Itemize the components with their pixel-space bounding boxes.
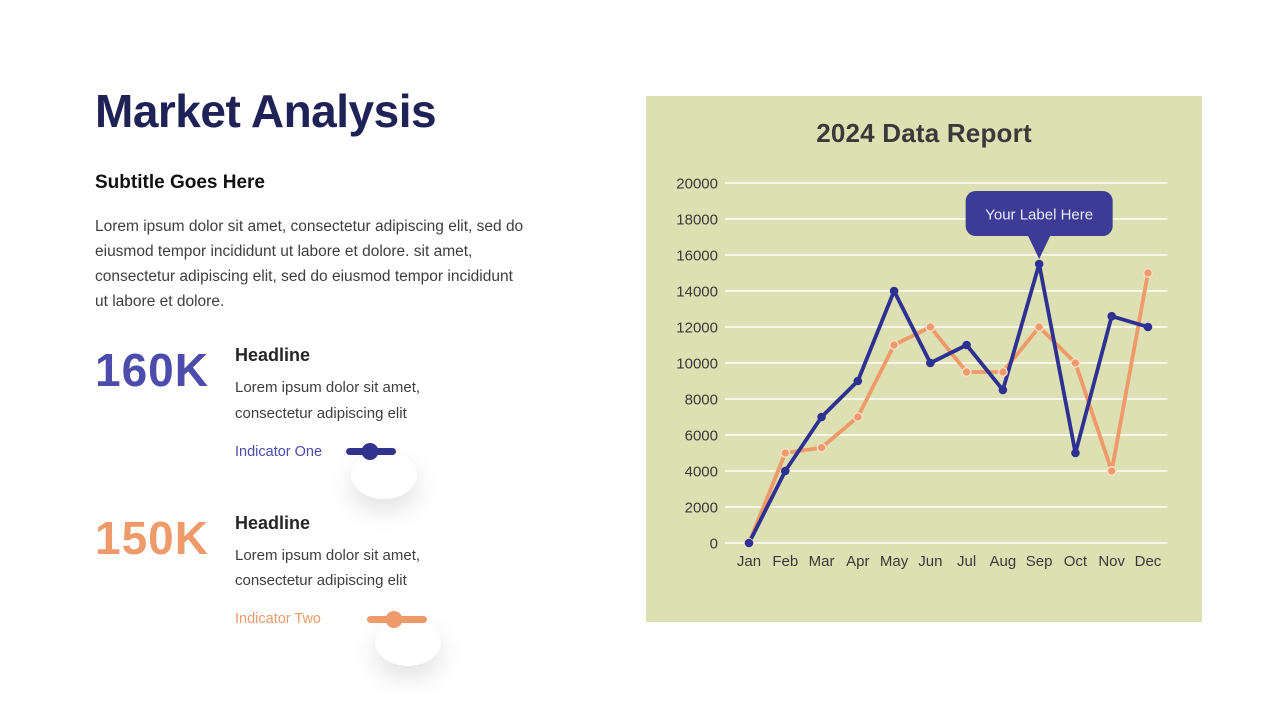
stat-two-body: Headline Lorem ipsum dolor sit amet, con…: [235, 512, 450, 667]
stat-one-description: Lorem ipsum dolor sit amet, consectetur …: [235, 379, 421, 422]
y-axis-tick-label: 20000: [676, 176, 718, 193]
data-point: [780, 466, 790, 476]
data-point: [1034, 259, 1044, 269]
stat-block-one: 160K Headline Lorem ipsum dolor sit amet…: [95, 344, 540, 499]
data-point: [1034, 321, 1045, 332]
data-point: [889, 286, 899, 296]
data-point: [997, 367, 1008, 378]
y-axis-tick-label: 10000: [676, 356, 718, 373]
indicator-two-row: Indicator Two: [235, 610, 450, 667]
slider-glow: [375, 618, 441, 667]
data-point: [962, 340, 971, 350]
stat-two-value: 150K: [95, 511, 209, 564]
indicator-one-label: Indicator One: [235, 443, 323, 460]
data-point: [961, 367, 972, 378]
y-axis-tick-label: 12000: [676, 320, 718, 337]
x-axis-tick-label: Aug: [990, 553, 1017, 570]
stat-one-body: Headline Lorem ipsum dolor sit amet, con…: [235, 345, 450, 499]
chart-title: 2024 Data Report: [816, 118, 1032, 148]
data-point: [1142, 267, 1153, 278]
callout-bubble: [965, 191, 1113, 236]
data-point: [1070, 358, 1081, 369]
x-axis-tick-label: Jun: [918, 553, 942, 570]
indicator-one-slider[interactable]: [346, 443, 397, 461]
x-axis-tick-label: Mar: [809, 553, 835, 570]
chart-panel: 2024 Data Report 0 2000 4000 6000 8000 10000 1…: [646, 96, 1202, 622]
data-point: [1071, 448, 1080, 458]
y-axis-tick-label: 0: [710, 536, 718, 553]
stat-block-two: 150K Headline Lorem ipsum dolor sit amet…: [95, 511, 540, 667]
y-axis-tick-label: 6000: [685, 428, 718, 445]
data-point: [780, 448, 791, 459]
x-axis-tick-label: Sep: [1026, 553, 1053, 570]
x-axis-tick-label: Oct: [1064, 553, 1088, 570]
x-axis-tick-label: Dec: [1135, 553, 1162, 570]
x-axis-tick-label: Jan: [737, 553, 761, 570]
data-point: [744, 538, 754, 548]
callout-pointer: [1027, 234, 1052, 259]
data-point: [1106, 466, 1117, 477]
y-axis-tick-label: 18000: [676, 212, 718, 229]
x-axis-tick-label: May: [880, 553, 909, 570]
data-point: [816, 442, 827, 453]
y-axis-tick-label: 2000: [685, 500, 718, 517]
page-title: Market Analysis: [95, 85, 437, 137]
content-column: Market Analysis Subtitle Goes Here Lorem…: [95, 85, 540, 667]
y-axis-tick-label: 8000: [685, 392, 718, 409]
y-axis-tick-label: 14000: [676, 284, 718, 301]
y-axis-tick-label: 16000: [676, 248, 718, 265]
indicator-two-slider[interactable]: [366, 610, 427, 628]
data-point: [889, 339, 900, 350]
data-point: [817, 412, 826, 422]
indicator-one-row: Indicator One: [235, 443, 450, 499]
data-point: [853, 376, 863, 386]
data-point: [925, 321, 936, 332]
stat-two-description: Lorem ipsum dolor sit amet, consectetur …: [235, 546, 421, 589]
stat-two-headline: Headline: [235, 512, 311, 533]
x-axis-tick-label: Jul: [957, 553, 976, 570]
x-axis-tick-label: Apr: [846, 553, 869, 570]
indicator-one-slider-knob[interactable]: [361, 443, 379, 461]
series-line-indicator-two: [747, 271, 1150, 545]
y-axis-tick-label: 4000: [685, 464, 718, 481]
indicator-two-slider-knob[interactable]: [385, 610, 403, 628]
x-axis-tick-label: Nov: [1098, 553, 1125, 570]
line-chart: 0 2000 4000 6000 8000 10000 12000 14000 16000 180…: [676, 176, 1168, 570]
series-line-indicator-one: [747, 262, 1150, 545]
stat-one-headline: Headline: [235, 345, 311, 366]
x-axis-tick-label: Feb: [772, 553, 798, 570]
callout-label: Your Label Here: [985, 207, 1093, 224]
data-point: [926, 358, 935, 368]
data-point: [1107, 311, 1116, 321]
subtitle: Subtitle Goes Here: [95, 172, 265, 193]
data-point: [852, 412, 863, 423]
slider-glow: [351, 450, 417, 499]
indicator-two-label: Indicator Two: [235, 611, 321, 628]
stat-one-value: 160K: [95, 344, 209, 397]
intro-paragraph: Lorem ipsum dolor sit amet, consectetur …: [95, 218, 524, 311]
data-point: [1143, 322, 1153, 332]
data-point: [998, 385, 1008, 395]
